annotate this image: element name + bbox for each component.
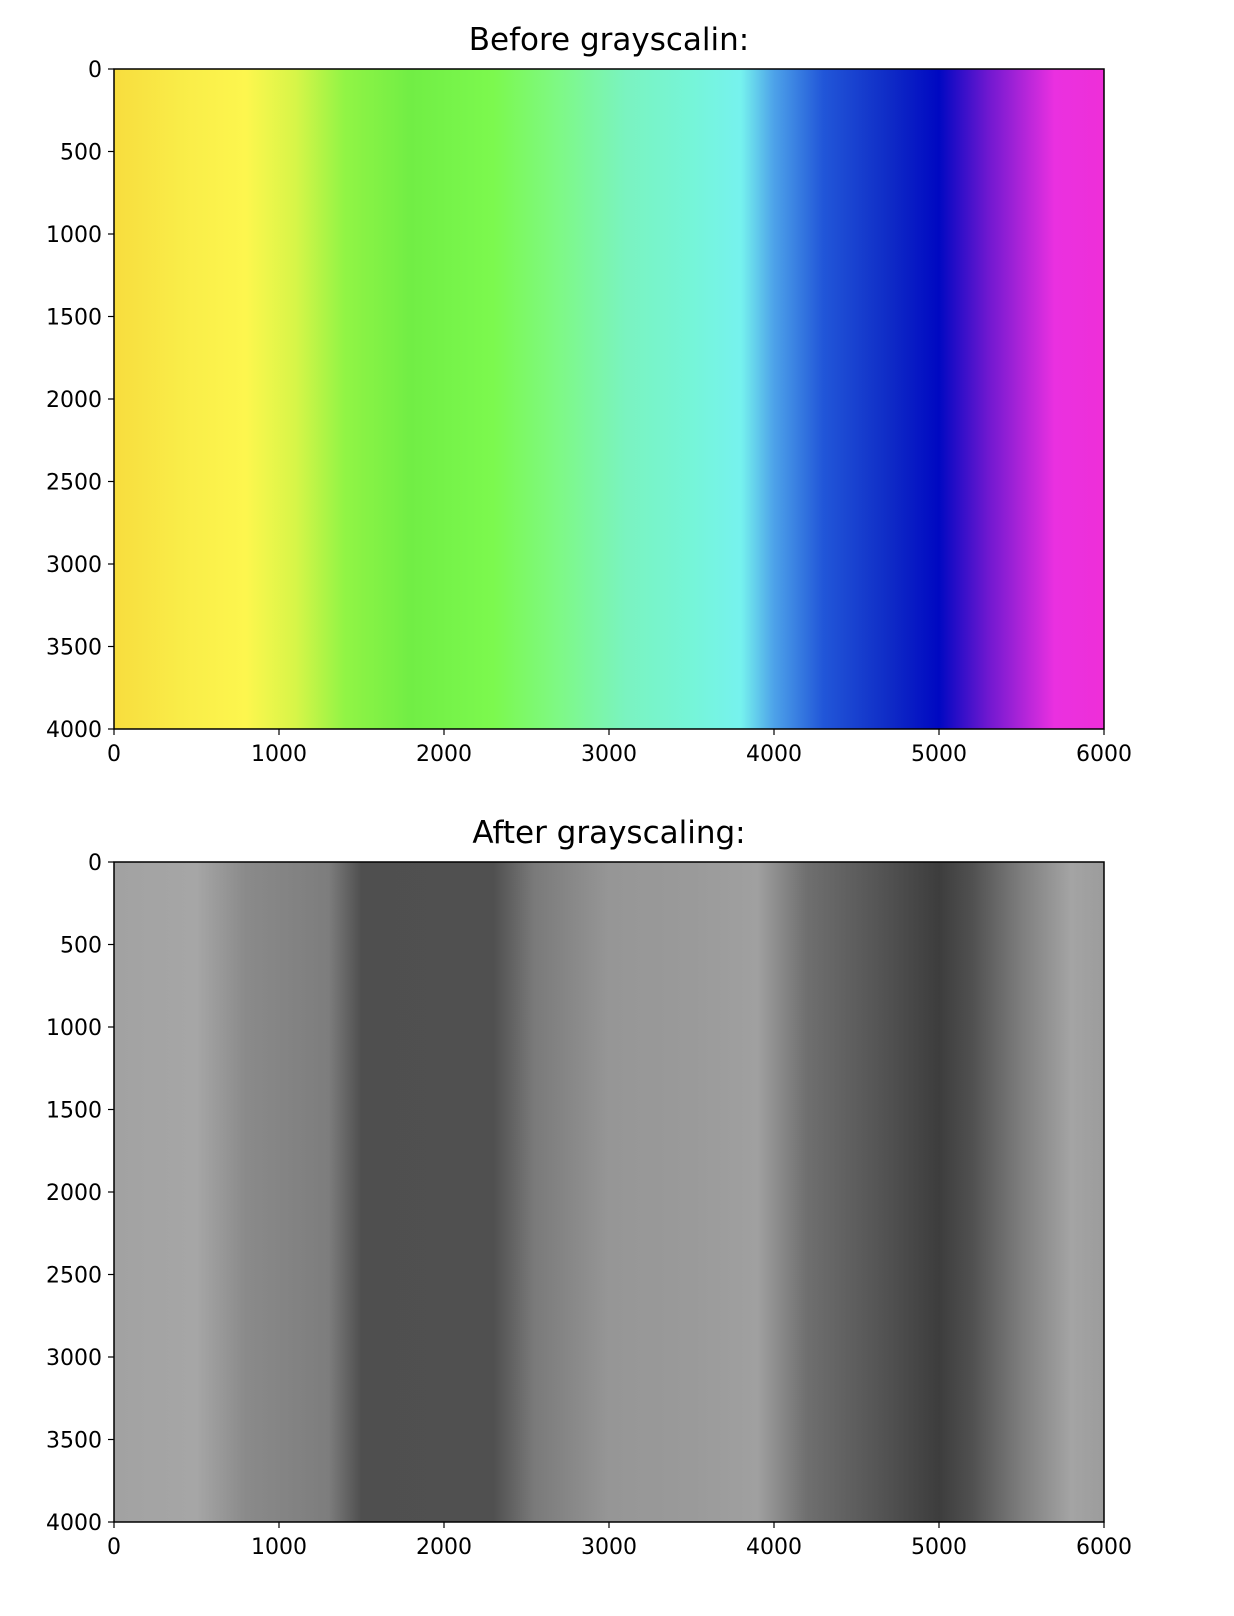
y-tick-label: 1500	[46, 1099, 102, 1124]
x-tick-label: 6000	[1076, 742, 1132, 767]
x-tick-label: 0	[107, 1535, 121, 1560]
x-tick-label: 4000	[746, 742, 802, 767]
y-tick-label: 3500	[46, 636, 102, 661]
x-tick-label: 2000	[416, 742, 472, 767]
chart-title: Before grayscalin:	[469, 22, 749, 58]
x-tick-label: 3000	[581, 1535, 637, 1560]
x-tick-label: 4000	[746, 1535, 802, 1560]
y-tick-label: 500	[60, 141, 102, 166]
x-tick-label: 6000	[1076, 1535, 1132, 1560]
y-tick-label: 1000	[46, 1016, 102, 1041]
heatmap-image	[114, 69, 1104, 729]
heatmap-image	[114, 862, 1104, 1522]
y-tick-label: 4000	[46, 1511, 102, 1536]
y-tick-label: 500	[60, 934, 102, 959]
y-tick-label: 3000	[46, 553, 102, 578]
y-tick-label: 0	[88, 851, 102, 876]
x-tick-label: 2000	[416, 1535, 472, 1560]
y-tick-label: 0	[88, 58, 102, 83]
y-tick-label: 2500	[46, 471, 102, 496]
y-tick-label: 2000	[46, 1181, 102, 1206]
y-tick-label: 2000	[46, 388, 102, 413]
chart-panel-2: After grayscaling:0 1000 2000 3000 4000 5000 6…	[46, 815, 1132, 1560]
x-tick-label: 5000	[911, 742, 967, 767]
x-tick-label: 5000	[911, 1535, 967, 1560]
y-tick-label: 1000	[46, 223, 102, 248]
y-tick-label: 2500	[46, 1264, 102, 1289]
x-tick-label: 0	[107, 742, 121, 767]
y-tick-label: 3000	[46, 1346, 102, 1371]
chart-title: After grayscaling:	[472, 815, 745, 851]
x-tick-label: 1000	[251, 742, 307, 767]
y-tick-label: 1500	[46, 306, 102, 331]
x-tick-label: 3000	[581, 742, 637, 767]
y-tick-label: 4000	[46, 718, 102, 743]
chart-panel-1: Before grayscalin:0 1000 2000 3000 4000 5000 6…	[46, 22, 1132, 767]
x-tick-label: 1000	[251, 1535, 307, 1560]
y-tick-label: 3500	[46, 1429, 102, 1454]
